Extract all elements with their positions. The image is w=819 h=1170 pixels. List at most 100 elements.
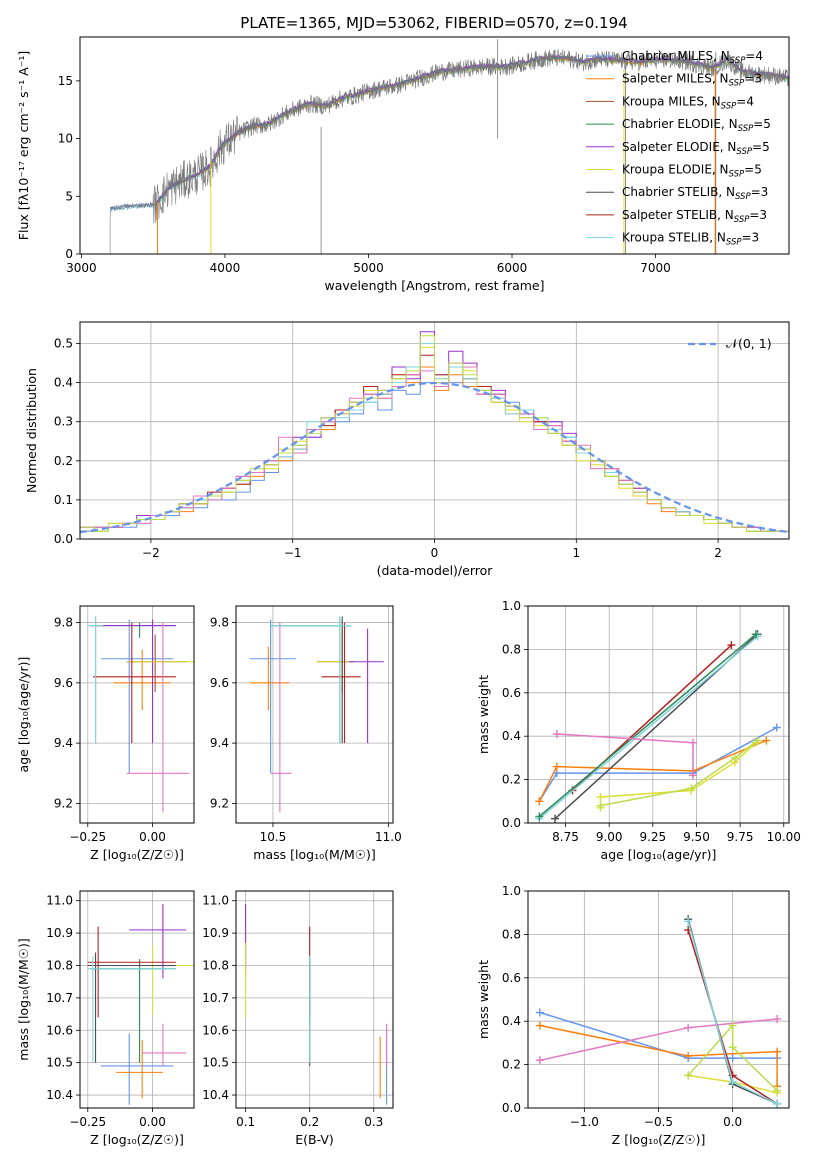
- legend-label-value: =4: [745, 49, 763, 63]
- error-bar-point: [90, 619, 176, 744]
- x-axis-label: (data-model)/error: [377, 563, 494, 578]
- mass-weight-marker: [688, 771, 697, 780]
- y-tick-label: 10.4: [46, 1088, 73, 1102]
- legend-label-text: Kroupa MILES, N: [622, 94, 721, 108]
- legend-label-subscript: SSP: [738, 124, 754, 134]
- plot-area: [249, 616, 384, 813]
- y-tick-label: 10.4: [202, 1088, 229, 1102]
- mass-weight-marker: [773, 1086, 782, 1095]
- mass-weight-marker: [772, 723, 781, 732]
- y-tick-label: 0.1: [54, 493, 73, 507]
- y-tick-label: 0.6: [502, 971, 521, 985]
- legend-label-value: =5: [752, 140, 770, 154]
- mass-weight-series-line: [538, 635, 759, 820]
- axes-frame: [79, 321, 790, 540]
- y-tick-label: 9.8: [210, 616, 229, 630]
- mass-weight-marker: [596, 792, 605, 801]
- panel-spectrum: 3000 4000 5000 6000 7000 0 5 10 15 wavelength [An…: [16, 36, 790, 293]
- legend-label-subscript: SSP: [735, 192, 751, 202]
- error-bar-point: [126, 622, 189, 813]
- legend-label-text: Salpeter STELIB, N: [622, 208, 734, 222]
- x-tick-label: 11.0: [375, 830, 402, 844]
- legend-label: Salpeter STELIB, NSSP=3: [622, 208, 767, 225]
- x-tick-label: 0.0: [723, 1115, 742, 1129]
- y-tick-label: 0: [65, 247, 73, 261]
- mass-weight-marker: [684, 1051, 693, 1060]
- gaussian-curve: [80, 381, 789, 534]
- legend-label-value: =3: [744, 72, 762, 86]
- legend-label-value: =3: [749, 208, 767, 222]
- legend-label-text: Salpeter ELODIE, N: [622, 140, 736, 154]
- y-tick-label: 0.4: [502, 729, 521, 743]
- mass-weight-marker: [684, 917, 693, 926]
- y-axis-label: mass [log₁₀(M/M☉)]: [16, 938, 31, 1060]
- error-bar-point: [129, 903, 187, 979]
- x-tick-label: 9.50: [683, 830, 710, 844]
- x-axis-label: Z [log₁₀(Z/Z☉)]: [90, 1132, 184, 1147]
- mass-weight-series-line: [538, 726, 778, 802]
- axes-frame: [527, 605, 790, 824]
- x-tick-label: 0.3: [364, 1115, 383, 1129]
- legend-label-text: Salpeter MILES, N: [622, 72, 729, 86]
- mass-weight-marker: [535, 797, 544, 806]
- legend-label-text: Chabrier STELIB, N: [622, 185, 735, 199]
- mass-weight-marker: [762, 736, 771, 745]
- x-axis-label: Z [log₁₀(Z/Z☉)]: [90, 847, 184, 862]
- error-bar-point: [126, 646, 194, 683]
- mass-weight-marker: [773, 1047, 782, 1056]
- y-tick-label: 0.6: [502, 686, 521, 700]
- x-axis-label: mass [log₁₀(M/M☉)]: [253, 847, 375, 862]
- error-bar-point: [339, 628, 384, 744]
- error-bar-point: [142, 1023, 187, 1066]
- mass-weight-marker: [773, 1099, 782, 1108]
- plot-area: [87, 616, 194, 813]
- x-tick-label: 8.75: [552, 830, 579, 844]
- x-tick-label: 10.00: [767, 830, 801, 844]
- y-tick-label: 10.5: [202, 1056, 229, 1070]
- x-tick-label: 3000: [66, 261, 97, 275]
- histogram-legend: 𝒩(0, 1): [688, 336, 772, 351]
- y-tick-label: 0.3: [54, 415, 73, 429]
- figure-title: PLATE=1365, MJD=53062, FIBERID=0570, z=0…: [240, 14, 627, 32]
- error-bar-point: [100, 1033, 174, 1105]
- mass-weight-marker: [551, 814, 560, 823]
- y-tick-label: 9.6: [54, 676, 73, 690]
- legend-label-value: =5: [744, 163, 762, 177]
- mass-weight-series-line: [539, 1011, 778, 1059]
- legend-label-text: Chabrier MILES, N: [622, 49, 730, 63]
- legend-label: Chabrier MILES, NSSP=4: [622, 49, 763, 66]
- x-tick-label: −0.25: [69, 830, 106, 844]
- error-bar-point: [270, 616, 352, 744]
- y-tick-label: 0.8: [502, 927, 521, 941]
- mass-weight-marker: [687, 784, 696, 793]
- error-bar-point: [249, 646, 290, 710]
- y-tick-label: 10.9: [202, 926, 229, 940]
- x-tick-label: 0.1: [236, 1115, 255, 1129]
- error-bar-point: [87, 926, 176, 1018]
- plot-area: [535, 630, 781, 823]
- y-tick-label: 0.0: [502, 816, 521, 830]
- y-tick-label: 10.7: [202, 991, 229, 1005]
- y-tick-label: 10: [58, 132, 73, 146]
- legend-label-value: =3: [742, 231, 760, 245]
- mass-weight-marker: [688, 738, 697, 747]
- x-tick-label: 7000: [640, 261, 671, 275]
- error-bar-point: [113, 649, 171, 710]
- legend-label: Kroupa STELIB, NSSP=3: [622, 231, 759, 248]
- x-axis-label: E(B-V): [295, 1132, 334, 1147]
- legend-label: Salpeter ELODIE, NSSP=5: [622, 140, 770, 157]
- y-tick-label: 0.4: [502, 1014, 521, 1028]
- error-bar-point: [87, 952, 176, 1063]
- mass-weight-marker: [535, 1021, 544, 1030]
- x-tick-label: 1: [572, 546, 580, 560]
- y-tick-label: 9.2: [210, 796, 229, 810]
- legend-label-subscript: SSP: [736, 147, 752, 157]
- axes-frame: [235, 605, 394, 824]
- error-bar-point: [92, 622, 176, 744]
- y-tick-label: 9.8: [54, 616, 73, 630]
- y-tick-label: 0.2: [502, 1058, 521, 1072]
- plot-area: [80, 331, 789, 534]
- legend-label: Chabrier ELODIE, NSSP=5: [622, 117, 771, 134]
- x-tick-label: 0.2: [300, 1115, 319, 1129]
